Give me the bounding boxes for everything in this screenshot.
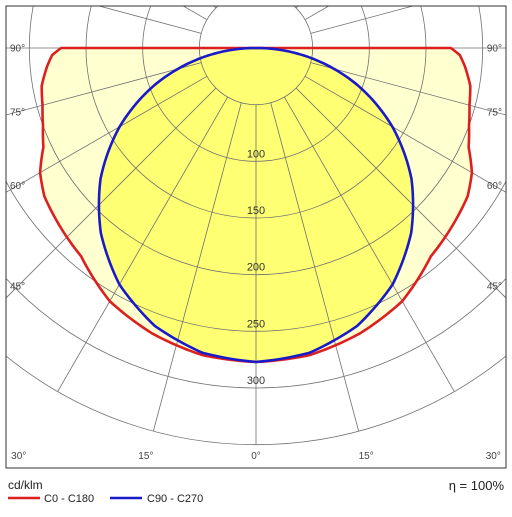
grid-spoke — [270, 102, 360, 432]
angle-label: 15° — [359, 451, 374, 462]
grid-spoke — [283, 96, 455, 392]
legend: cd/klm C0 - C180 C90 - C270 η = 100% — [8, 478, 504, 505]
grid-spoke — [182, 6, 208, 21]
curve-c90-c270 — [97, 46, 415, 364]
angle-label: 45° — [487, 282, 502, 293]
angle-label: 75° — [10, 107, 25, 118]
grid-spoke — [310, 6, 415, 34]
radial-tick-label: 250 — [247, 318, 265, 330]
grid-spoke — [152, 102, 242, 432]
grid-spoke — [57, 96, 229, 392]
angle-label: 30° — [11, 451, 26, 462]
legend-label-c0-c180: C0 - C180 — [44, 493, 94, 505]
plot-area: 100 150 200 250 300 — [6, 6, 506, 445]
grid-spoke — [310, 62, 506, 116]
grid-spoke — [6, 87, 217, 299]
grid-spoke — [97, 6, 202, 34]
angle-tick-labels: 0° 15° 15° 30° 30° 45° 45° 60° 60° 75° 75° 90° 90° 10… — [10, 44, 502, 463]
grid-spoke — [295, 6, 299, 9]
unit-label: cd/klm — [8, 478, 43, 492]
angle-label: 0° — [251, 451, 261, 462]
angle-label: 60° — [10, 181, 25, 192]
angle-label: 75° — [487, 107, 502, 118]
grid-spoke — [6, 75, 208, 193]
angle-label: 90° — [487, 44, 502, 55]
legend-label-c90-c270: C90 - C270 — [147, 493, 203, 505]
distribution-curves — [38, 46, 474, 364]
efficiency-label: η = 100% — [449, 478, 505, 493]
grid-spoke — [295, 87, 506, 299]
radial-tick-labels: 100 150 200 250 300 — [247, 148, 265, 387]
angle-label: 60° — [487, 181, 502, 192]
angle-label: 90° — [10, 44, 25, 55]
grid-spoke — [213, 6, 217, 9]
radial-tick-label: 100 — [247, 148, 265, 160]
radial-tick-label: 300 — [247, 375, 265, 387]
plot-border — [5, 5, 507, 469]
angle-label: 45° — [10, 282, 25, 293]
grid-spoke — [6, 62, 202, 116]
angle-label: 30° — [486, 451, 501, 462]
grid-spoke — [304, 75, 506, 193]
radial-tick-label: 200 — [247, 262, 265, 274]
angle-label: 15° — [138, 451, 153, 462]
grid-spoke — [304, 6, 330, 21]
radial-tick-label: 150 — [247, 205, 265, 217]
